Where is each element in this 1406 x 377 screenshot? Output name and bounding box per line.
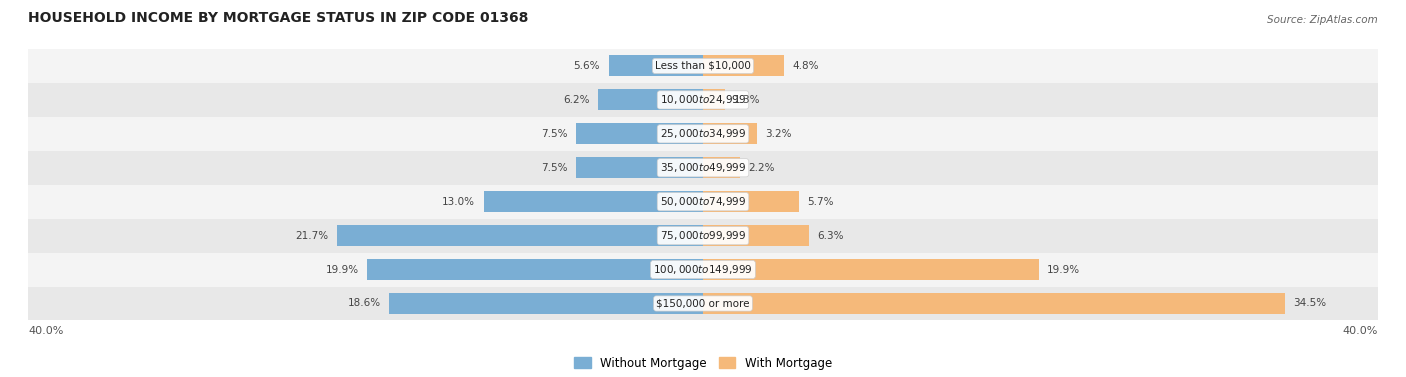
Text: 13.0%: 13.0% [443,197,475,207]
Bar [609,55,703,77]
Text: $50,000 to $74,999: $50,000 to $74,999 [659,195,747,208]
Text: 34.5%: 34.5% [1294,299,1327,308]
Bar [28,83,1378,117]
Text: HOUSEHOLD INCOME BY MORTGAGE STATUS IN ZIP CODE 01368: HOUSEHOLD INCOME BY MORTGAGE STATUS IN Z… [28,11,529,25]
Text: 4.8%: 4.8% [793,61,818,71]
Text: 19.9%: 19.9% [326,265,359,274]
Bar [703,55,785,77]
Bar [28,117,1378,151]
Bar [28,253,1378,287]
Text: 5.6%: 5.6% [574,61,600,71]
Text: 21.7%: 21.7% [295,231,329,241]
Text: $75,000 to $99,999: $75,000 to $99,999 [659,229,747,242]
Text: 6.2%: 6.2% [564,95,591,105]
Text: $10,000 to $24,999: $10,000 to $24,999 [659,93,747,106]
Bar [367,259,703,280]
Bar [599,89,703,110]
Bar [28,219,1378,253]
Bar [703,293,1285,314]
Text: Less than $10,000: Less than $10,000 [655,61,751,71]
Text: 6.3%: 6.3% [818,231,844,241]
Bar [484,191,703,212]
Bar [703,89,725,110]
Text: $35,000 to $49,999: $35,000 to $49,999 [659,161,747,174]
Bar [389,293,703,314]
Text: 1.3%: 1.3% [734,95,759,105]
Text: 5.7%: 5.7% [807,197,834,207]
Text: 7.5%: 7.5% [541,129,568,139]
Bar [28,151,1378,185]
Bar [703,123,756,144]
Bar [28,287,1378,320]
Text: $100,000 to $149,999: $100,000 to $149,999 [654,263,752,276]
Bar [576,123,703,144]
Bar [703,225,810,246]
Text: 7.5%: 7.5% [541,163,568,173]
Bar [337,225,703,246]
Bar [576,157,703,178]
Bar [703,259,1039,280]
Text: 2.2%: 2.2% [748,163,775,173]
Text: $25,000 to $34,999: $25,000 to $34,999 [659,127,747,140]
Bar [703,157,740,178]
Text: 18.6%: 18.6% [347,299,381,308]
Text: 40.0%: 40.0% [28,326,63,336]
Bar [28,49,1378,83]
Text: 19.9%: 19.9% [1047,265,1080,274]
Bar [28,185,1378,219]
Text: $150,000 or more: $150,000 or more [657,299,749,308]
Text: 3.2%: 3.2% [765,129,792,139]
Bar [703,191,799,212]
Legend: Without Mortgage, With Mortgage: Without Mortgage, With Mortgage [569,352,837,374]
Text: Source: ZipAtlas.com: Source: ZipAtlas.com [1267,15,1378,25]
Text: 40.0%: 40.0% [1343,326,1378,336]
